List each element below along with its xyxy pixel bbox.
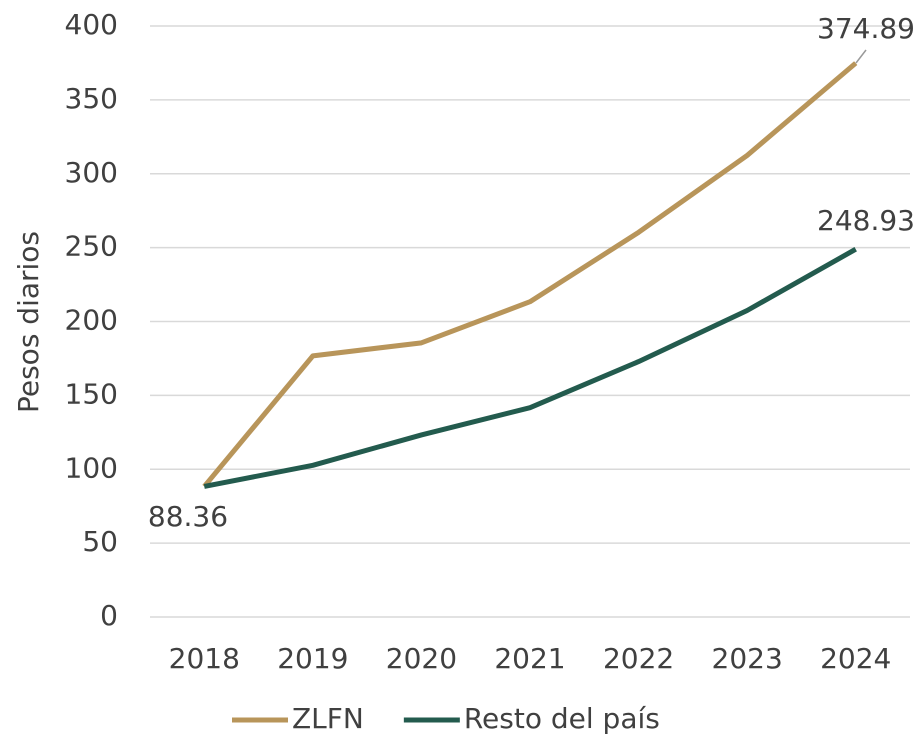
y-tick-label: 50	[82, 525, 118, 558]
y-axis-label: Pesos diarios	[12, 231, 45, 413]
data-label: 88.36	[148, 500, 228, 533]
y-tick-label: 100	[65, 451, 118, 484]
legend-label: Resto del país	[464, 702, 660, 735]
x-tick-label: 2024	[820, 642, 891, 675]
data-label: 248.93	[817, 204, 915, 237]
y-tick-label: 400	[65, 8, 118, 41]
y-tick-label: 250	[65, 230, 118, 263]
y-tick-label: 0	[100, 599, 118, 632]
x-tick-label: 2018	[169, 642, 240, 675]
y-tick-label: 300	[65, 156, 118, 189]
y-tick-label: 200	[65, 304, 118, 337]
leader-line	[855, 49, 867, 64]
legend-label: ZLFN	[292, 702, 364, 735]
y-tick-label: 150	[65, 377, 118, 410]
x-tick-label: 2022	[603, 642, 674, 675]
data-label: 374.89	[817, 12, 915, 45]
x-tick-label: 2021	[494, 642, 565, 675]
y-tick-label: 350	[65, 82, 118, 115]
x-tick-label: 2020	[386, 642, 457, 675]
series-line	[202, 61, 858, 489]
series-line	[203, 247, 857, 489]
x-tick-label: 2023	[712, 642, 783, 675]
x-tick-label: 2019	[277, 642, 348, 675]
